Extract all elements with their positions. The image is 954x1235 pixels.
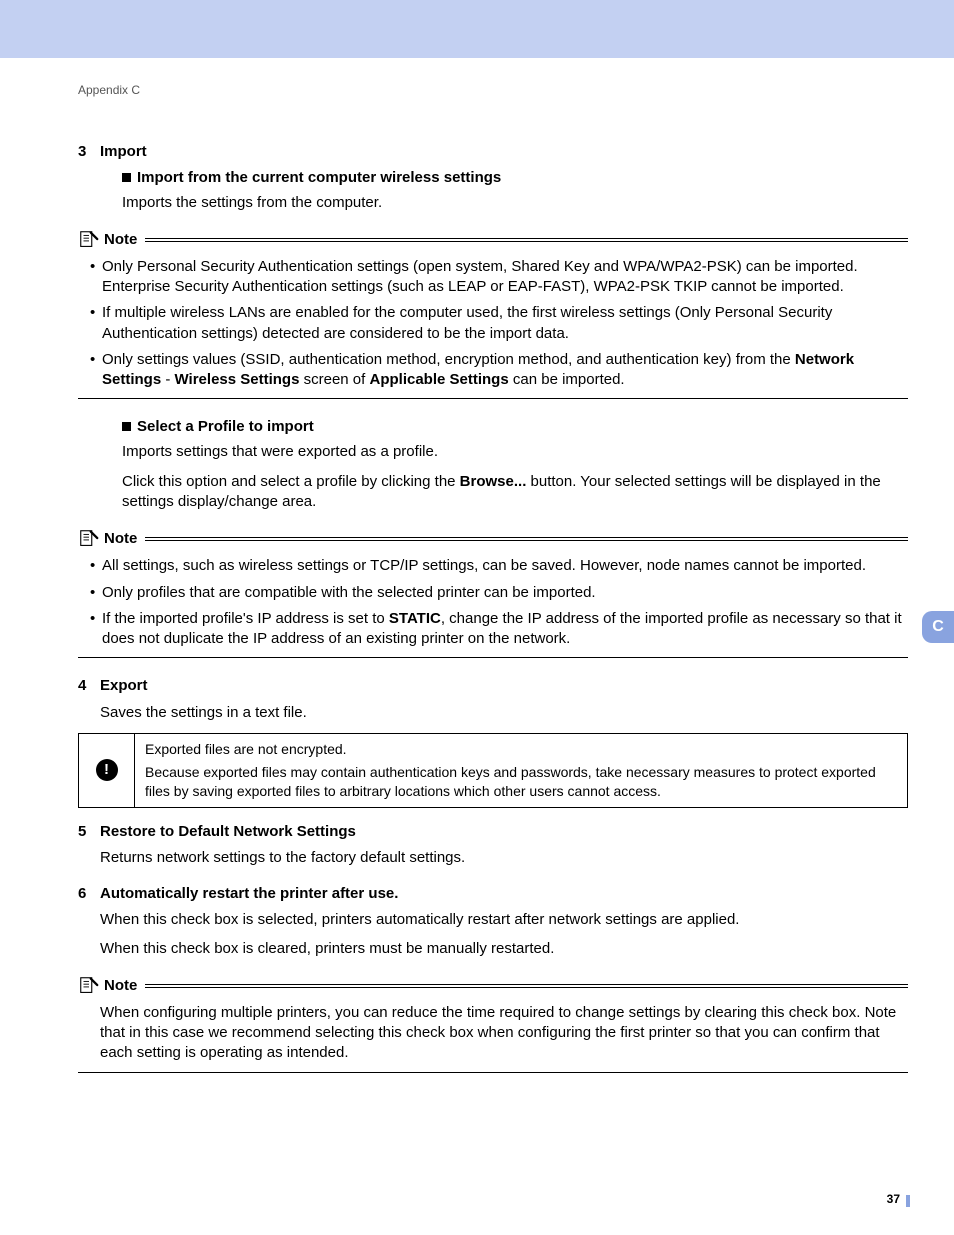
note-b: Note •All settings, such as wireless set…	[78, 528, 908, 658]
item-number: 4	[78, 676, 100, 696]
note-a-bullets: •Only Personal Security Authentication s…	[90, 257, 908, 391]
item-6-body1: When this check box is selected, printer…	[100, 910, 908, 930]
note-6-text: When configuring multiple printers, you …	[100, 1003, 908, 1064]
bullet-text: Only profiles that are compatible with t…	[102, 583, 596, 603]
bullet-icon: •	[90, 609, 102, 650]
sub-heading-b: Select a Profile to import	[122, 417, 908, 437]
bullet-text: Only settings values (SSID, authenticati…	[102, 350, 908, 391]
item-title: Automatically restart the printer after …	[100, 884, 398, 904]
item-number: 5	[78, 822, 100, 842]
list-item: •Only Personal Security Authentication s…	[90, 257, 908, 298]
note-label: Note	[104, 976, 137, 996]
note-header: Note	[78, 528, 908, 550]
bullet-text: Only Personal Security Authentication se…	[102, 257, 908, 298]
note-header: Note	[78, 229, 908, 251]
bullet-text: If the imported profile's IP address is …	[102, 609, 908, 650]
warning-icon-cell: !	[79, 734, 135, 807]
item-title: Export	[100, 676, 148, 696]
note-header: Note	[78, 975, 908, 997]
bullet-text: All settings, such as wireless settings …	[102, 556, 866, 576]
page-content: Appendix C 3 Import Import from the curr…	[78, 82, 908, 1091]
list-item: •If multiple wireless LANs are enabled f…	[90, 303, 908, 344]
note-icon	[78, 229, 100, 251]
sub-heading-a: Import from the current computer wireles…	[122, 168, 908, 188]
appendix-label: Appendix C	[78, 82, 908, 98]
bullet-icon: •	[90, 303, 102, 344]
item-number: 6	[78, 884, 100, 904]
item-3-header: 3 Import	[78, 142, 908, 162]
item-5-body: Returns network settings to the factory …	[100, 848, 908, 868]
note-end-rule	[78, 398, 908, 399]
sub-a-body: Imports the settings from the computer.	[122, 193, 908, 213]
import-sub-b: Select a Profile to import	[122, 417, 908, 437]
warning-line2: Because exported files may contain authe…	[145, 763, 897, 801]
item-title: Import	[100, 142, 147, 162]
sub-heading-text: Select a Profile to import	[137, 418, 314, 435]
sub-b-body1: Imports settings that were exported as a…	[122, 442, 908, 462]
note-icon	[78, 528, 100, 550]
note-rule-icon	[145, 537, 908, 541]
item-5-header: 5 Restore to Default Network Settings	[78, 822, 908, 842]
note-end-rule	[78, 1072, 908, 1073]
note-6: Note When configuring multiple printers,…	[78, 975, 908, 1073]
note-a: Note •Only Personal Security Authenticat…	[78, 229, 908, 400]
page-number: 37	[887, 1191, 900, 1207]
bullet-icon: •	[90, 556, 102, 576]
item-6-body2: When this check box is cleared, printers…	[100, 939, 908, 959]
bullet-icon: •	[90, 350, 102, 391]
list-item: •Only profiles that are compatible with …	[90, 583, 908, 603]
bullet-icon: •	[90, 257, 102, 298]
list-item: •All settings, such as wireless settings…	[90, 556, 908, 576]
list-item: •Only settings values (SSID, authenticat…	[90, 350, 908, 391]
note-rule-icon	[145, 984, 908, 988]
square-bullet-icon	[122, 173, 131, 182]
item-title: Restore to Default Network Settings	[100, 822, 356, 842]
note-rule-icon	[145, 238, 908, 242]
bullet-icon: •	[90, 583, 102, 603]
item-6-header: 6 Automatically restart the printer afte…	[78, 884, 908, 904]
list-item: •If the imported profile's IP address is…	[90, 609, 908, 650]
import-sub-a: Import from the current computer wireles…	[122, 168, 908, 188]
item-4-header: 4 Export	[78, 676, 908, 696]
item-number: 3	[78, 142, 100, 162]
note-label: Note	[104, 529, 137, 549]
note-label: Note	[104, 230, 137, 250]
square-bullet-icon	[122, 422, 131, 431]
top-header-band	[0, 0, 954, 58]
warning-line1: Exported files are not encrypted.	[145, 740, 897, 759]
bullet-text: If multiple wireless LANs are enabled fo…	[102, 303, 908, 344]
sub-heading-text: Import from the current computer wireles…	[137, 169, 501, 186]
section-side-tab: C	[922, 611, 954, 643]
warning-box: ! Exported files are not encrypted. Beca…	[78, 733, 908, 808]
item-4-body: Saves the settings in a text file.	[100, 703, 908, 723]
page-number-bar-icon	[906, 1195, 910, 1207]
note-icon	[78, 975, 100, 997]
note-end-rule	[78, 657, 908, 658]
note-b-bullets: •All settings, such as wireless settings…	[90, 556, 908, 649]
sub-b-body2: Click this option and select a profile b…	[122, 472, 908, 513]
warning-text: Exported files are not encrypted. Becaus…	[135, 734, 907, 807]
exclamation-icon: !	[96, 759, 118, 781]
